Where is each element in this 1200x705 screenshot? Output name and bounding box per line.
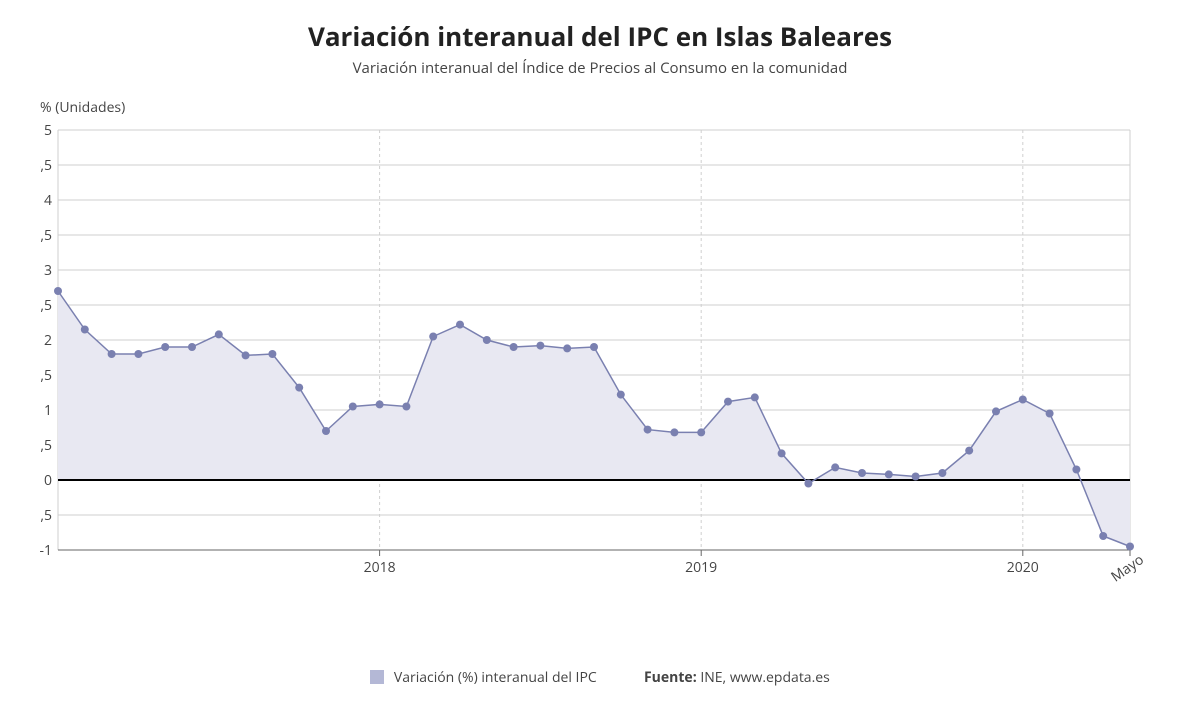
- svg-text:2,5: 2,5: [40, 296, 52, 315]
- svg-text:0,5: 0,5: [40, 436, 52, 455]
- chart-svg: -1 -0,5 0 0,5 1 1,5 2 2,5 3 3,5 4 4,5 5 2018 2019 2020 M…: [40, 120, 1160, 600]
- chart-subtitle: Variación interanual del Índice de Preci…: [0, 58, 1200, 78]
- svg-text:2019: 2019: [685, 558, 717, 577]
- svg-text:2018: 2018: [364, 558, 396, 577]
- svg-text:4,5: 4,5: [40, 156, 52, 175]
- svg-text:4: 4: [44, 191, 52, 210]
- svg-text:0: 0: [44, 471, 52, 490]
- svg-text:3,5: 3,5: [40, 226, 52, 245]
- chart-area: -1 -0,5 0 0,5 1 1,5 2 2,5 3 3,5 4 4,5 5 2018 2019 2020 M…: [40, 120, 1160, 600]
- y-axis-label: % (Unidades): [40, 98, 125, 117]
- legend-swatch: [370, 670, 384, 684]
- chart-legend: Variación (%) interanual del IPC Fuente:…: [0, 668, 1200, 687]
- svg-text:-0,5: -0,5: [40, 506, 52, 525]
- svg-text:2: 2: [44, 331, 52, 350]
- svg-text:Mayo: Mayo: [1107, 550, 1147, 586]
- svg-text:2020: 2020: [1007, 558, 1039, 577]
- legend-source-label: Fuente:: [644, 668, 697, 687]
- legend-source: INE, www.epdata.es: [700, 668, 829, 687]
- legend-series-label: Variación (%) interanual del IPC: [394, 668, 597, 687]
- svg-text:1,5: 1,5: [40, 366, 52, 385]
- svg-text:-1: -1: [40, 541, 52, 560]
- svg-text:5: 5: [44, 121, 52, 140]
- chart-title: Variación interanual del IPC en Islas Ba…: [0, 0, 1200, 54]
- svg-text:1: 1: [44, 401, 52, 420]
- svg-text:3: 3: [44, 261, 52, 280]
